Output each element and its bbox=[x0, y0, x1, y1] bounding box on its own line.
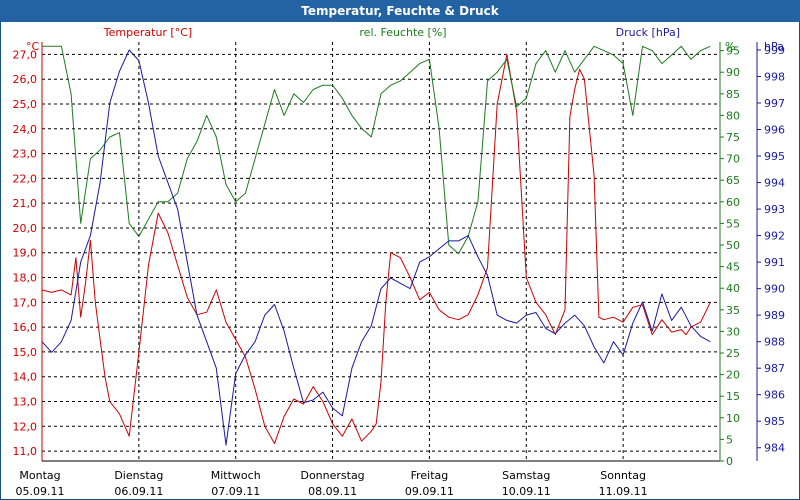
day-label: Freitag bbox=[411, 469, 449, 482]
date-label: 05.09.11 bbox=[16, 485, 65, 498]
day-label: Sonntag bbox=[600, 469, 646, 482]
humidity-tick-label: 80 bbox=[726, 109, 740, 122]
humidity-unit: % bbox=[725, 40, 735, 53]
temperature-tick-label: 23,0 bbox=[13, 148, 38, 161]
date-label: 09.09.11 bbox=[405, 485, 454, 498]
temperature-tick-label: 12,0 bbox=[13, 420, 38, 433]
temperature-tick-label: 17,0 bbox=[13, 296, 38, 309]
pressure-tick-label: 988 bbox=[764, 336, 785, 349]
pressure-tick-label: 996 bbox=[764, 124, 785, 137]
pressure-tick-label: 990 bbox=[764, 283, 785, 296]
humidity-tick-label: 75 bbox=[726, 131, 740, 144]
humidity-tick-label: 5 bbox=[726, 433, 733, 446]
series-line-pressure bbox=[41, 49, 711, 446]
day-label: Dienstag bbox=[114, 469, 163, 482]
humidity-tick-label: 10 bbox=[726, 412, 740, 425]
pressure-tick-label: 985 bbox=[764, 415, 785, 428]
temperature-tick-label: 21,0 bbox=[13, 197, 38, 210]
humidity-tick-label: 95 bbox=[726, 45, 740, 58]
pressure-unit: hPa bbox=[764, 40, 784, 53]
humidity-tick-label: 25 bbox=[726, 347, 740, 360]
temperature-tick-label: 27,0 bbox=[13, 48, 38, 61]
series-layer bbox=[41, 45, 711, 446]
humidity-tick-label: 45 bbox=[726, 261, 740, 274]
temperature-tick-label: 26,0 bbox=[13, 73, 38, 86]
day-label: Mittwoch bbox=[211, 469, 261, 482]
temperature-tick-label: 19,0 bbox=[13, 247, 38, 260]
temperature-tick-label: 13,0 bbox=[13, 395, 38, 408]
humidity-tick-label: 20 bbox=[726, 369, 740, 382]
temperature-tick-label: 11,0 bbox=[13, 445, 38, 458]
pressure-tick-label: 984 bbox=[764, 442, 785, 455]
temperature-tick-label: 15,0 bbox=[13, 346, 38, 359]
date-label: 11.09.11 bbox=[599, 485, 648, 498]
day-label: Montag bbox=[19, 469, 60, 482]
humidity-tick-label: 0 bbox=[726, 455, 733, 468]
temperature-axis-title: Temperatur [°C] bbox=[103, 26, 192, 39]
temperature-tick-label: 25,0 bbox=[13, 98, 38, 111]
humidity-tick-label: 15 bbox=[726, 390, 740, 403]
date-label: 08.09.11 bbox=[308, 485, 357, 498]
date-label: 06.09.11 bbox=[114, 485, 163, 498]
humidity-tick-label: 40 bbox=[726, 282, 740, 295]
temperature-unit: °C bbox=[26, 40, 40, 53]
humidity-tick-label: 85 bbox=[726, 88, 740, 101]
humidity-tick-label: 35 bbox=[726, 304, 740, 317]
temperature-tick-label: 20,0 bbox=[13, 222, 38, 235]
temperature-tick-label: 22,0 bbox=[13, 172, 38, 185]
series-line-temperature bbox=[41, 53, 711, 445]
date-label: 07.09.11 bbox=[211, 485, 260, 498]
pressure-tick-label: 991 bbox=[764, 256, 785, 269]
humidity-tick-label: 30 bbox=[726, 325, 740, 338]
series-line-humidity bbox=[42, 45, 711, 255]
temperature-tick-label: 18,0 bbox=[13, 272, 38, 285]
pressure-tick-label: 992 bbox=[764, 230, 785, 243]
temperature-tick-label: 24,0 bbox=[13, 123, 38, 136]
humidity-tick-label: 60 bbox=[726, 196, 740, 209]
humidity-tick-label: 90 bbox=[726, 66, 740, 79]
humidity-tick-label: 50 bbox=[726, 239, 740, 252]
pressure-tick-label: 986 bbox=[764, 389, 785, 402]
temperature-tick-label: 14,0 bbox=[13, 371, 38, 384]
temperature-tick-label: 16,0 bbox=[13, 321, 38, 334]
humidity-tick-label: 65 bbox=[726, 174, 740, 187]
humidity-tick-label: 55 bbox=[726, 217, 740, 230]
pressure-tick-label: 995 bbox=[764, 150, 785, 163]
pressure-axis-title: Druck [hPa] bbox=[616, 26, 680, 39]
day-label: Donnerstag bbox=[300, 469, 364, 482]
pressure-tick-label: 987 bbox=[764, 362, 785, 375]
pressure-tick-label: 997 bbox=[764, 97, 785, 110]
pressure-tick-label: 999 bbox=[764, 44, 785, 57]
chart-title: Temperatur, Feuchte & Druck bbox=[0, 0, 800, 22]
pressure-tick-label: 989 bbox=[764, 309, 785, 322]
humidity-tick-label: 70 bbox=[726, 153, 740, 166]
pressure-tick-label: 994 bbox=[764, 177, 785, 190]
grid bbox=[42, 42, 720, 461]
axes: 11,0 12,0 13,0 14,0 15,0 16,0 17,0 18,0 19,0 20,0… bbox=[13, 42, 785, 498]
humidity-axis-title: rel. Feuchte [%] bbox=[359, 26, 446, 39]
day-label: Samstag bbox=[502, 469, 550, 482]
date-label: 10.09.11 bbox=[502, 485, 551, 498]
pressure-tick-label: 993 bbox=[764, 203, 785, 216]
pressure-tick-label: 998 bbox=[764, 70, 785, 83]
